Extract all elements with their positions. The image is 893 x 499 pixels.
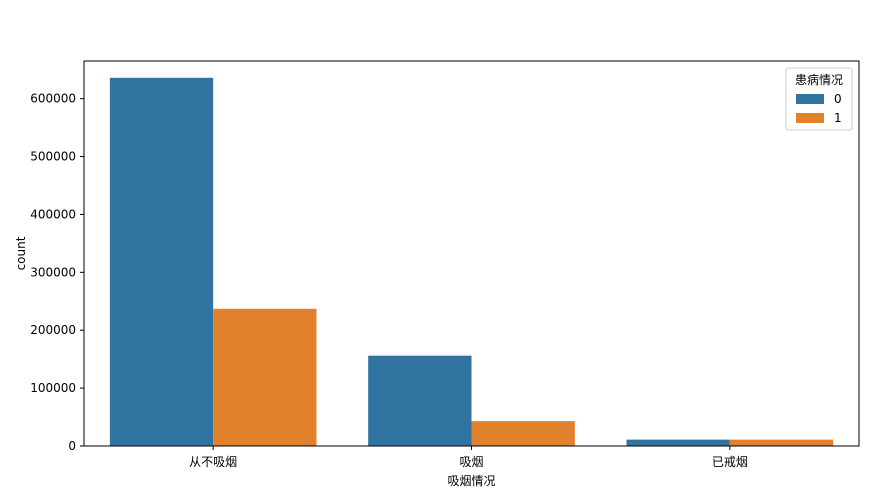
bar-3-series-0	[626, 439, 730, 446]
y-tick-label: 400000	[30, 207, 76, 221]
legend-label: 1	[834, 111, 842, 125]
x-axis-ticks: 从不吸烟 吸烟 已戒烟	[189, 446, 748, 469]
bar-2-series-0	[368, 355, 472, 446]
y-tick-label: 600000	[30, 92, 76, 106]
y-tick-label: 500000	[30, 150, 76, 164]
bar-3-series-1	[729, 439, 834, 446]
y-tick-label: 100000	[30, 381, 76, 395]
y-axis-ticks: 0 100000 200000 300000 400000 500000 600000	[30, 92, 84, 453]
x-axis-label: 吸烟情况	[447, 474, 495, 488]
legend-items: 01	[796, 92, 842, 125]
x-tick-label: 从不吸烟	[189, 455, 237, 469]
x-tick-label: 吸烟	[459, 455, 483, 469]
legend-label: 0	[834, 92, 842, 106]
legend-title: 患病情况	[795, 72, 843, 87]
legend-swatch	[796, 113, 824, 123]
bar-1-series-0	[109, 77, 214, 446]
y-tick-label: 0	[68, 439, 76, 453]
y-tick-label: 200000	[30, 323, 76, 337]
legend-swatch	[796, 94, 824, 104]
y-tick-label: 300000	[30, 265, 76, 279]
bars-group	[109, 77, 834, 446]
bar-1-series-1	[213, 308, 317, 446]
y-axis-label: count	[14, 236, 28, 270]
x-tick-label: 已戒烟	[712, 455, 748, 469]
bar-2-series-1	[471, 421, 575, 446]
legend: 患病情况 01	[785, 67, 853, 131]
plot-frame	[83, 60, 860, 447]
